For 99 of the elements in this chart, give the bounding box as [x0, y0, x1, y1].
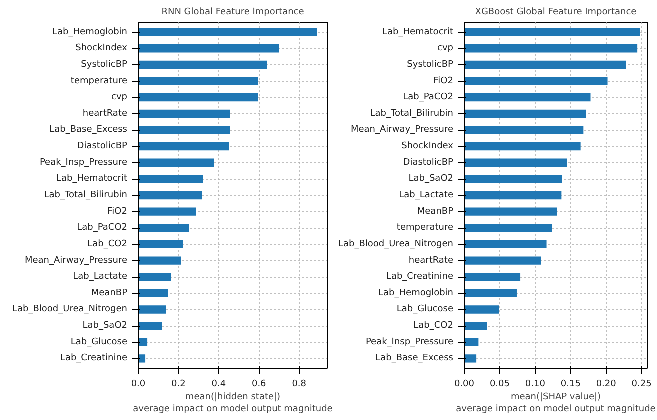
x-tick-label: 0.4 — [212, 380, 226, 390]
bar — [464, 44, 638, 53]
y-tick-label: heartRate — [408, 256, 454, 266]
y-tick-label: Lab_Blood_Urea_Nitrogen — [338, 239, 454, 250]
bar — [464, 77, 608, 86]
bar — [464, 142, 581, 151]
x-tick-label: 0.20 — [596, 380, 617, 390]
y-tick-label: Lab_Total_Bilirubin — [370, 108, 454, 119]
y-tick-label: FiO2 — [434, 76, 454, 86]
bar — [464, 256, 542, 265]
y-tick-label: Peak_Insp_Pressure — [366, 337, 454, 348]
bar — [464, 322, 488, 330]
bar — [464, 60, 626, 70]
y-tick-label: Lab_Glucose — [396, 304, 454, 315]
y-tick-label: temperature — [396, 223, 454, 234]
bar — [138, 289, 168, 298]
y-tick-label: Mean_Airway_Pressure — [350, 125, 454, 136]
y-tick-label: Lab_Creatinine — [386, 272, 454, 282]
bar — [464, 110, 586, 118]
y-tick-label: DiastolicBP — [77, 142, 128, 152]
x-tick-label: 0.8 — [292, 380, 307, 390]
bar — [138, 142, 230, 151]
bar — [464, 354, 477, 363]
bar — [138, 191, 202, 200]
x-tick-label: 0.10 — [525, 380, 546, 390]
bar — [138, 44, 280, 53]
y-tick-label: Lab_Glucose — [70, 337, 128, 348]
x-axis-title: mean(|hidden state|) average impact on model output magnitude — [133, 392, 334, 414]
x-tick-label: 0.6 — [252, 380, 267, 390]
y-tick-label: Peak_Insp_Pressure — [40, 158, 128, 168]
bar — [138, 240, 184, 249]
y-tick-label: Lab_Base_Excess — [376, 354, 454, 364]
bar — [138, 158, 214, 167]
x-tick-label: 0.15 — [560, 380, 581, 390]
y-tick-label: Lab_SaO2 — [408, 174, 454, 184]
bar — [464, 224, 552, 232]
bar — [138, 93, 258, 102]
y-tick-label: ShockIndex — [402, 142, 454, 152]
y-tick-label: MeanBP — [417, 206, 454, 217]
bar — [464, 289, 517, 298]
bar — [464, 240, 547, 249]
bar — [464, 338, 479, 346]
bar — [464, 175, 562, 184]
y-tick-label: cvp — [112, 92, 128, 103]
y-tick-label: heartRate — [82, 108, 128, 119]
y-tick-label: Lab_Base_Excess — [50, 125, 128, 136]
y-tick-label: Lab_PaCO2 — [403, 92, 454, 103]
y-tick-label: FiO2 — [108, 206, 128, 217]
bar — [138, 256, 182, 265]
bar — [138, 126, 230, 134]
y-tick-label: Lab_Blood_Urea_Nitrogen — [12, 304, 128, 315]
chart-title: RNN Global Feature Importance — [162, 8, 305, 18]
bar — [138, 77, 258, 86]
bar — [464, 28, 640, 36]
bar — [138, 224, 190, 232]
bar — [138, 273, 172, 282]
x-tick-label: 0.2 — [172, 380, 186, 390]
y-tick-label: cvp — [438, 44, 454, 54]
y-tick-label: Lab_PaCO2 — [77, 223, 128, 234]
y-tick-label: SystolicBP — [81, 60, 128, 70]
bar — [464, 273, 521, 282]
y-tick-label: Lab_Total_Bilirubin — [44, 190, 128, 200]
bar — [464, 158, 568, 167]
x-axis-title: mean(|SHAP value|) average impact on model output magnitude — [456, 392, 656, 414]
bar — [464, 93, 591, 102]
y-tick-label: Lab_Creatinine — [60, 354, 128, 364]
y-tick-label: Lab_Lactate — [73, 272, 128, 282]
bar — [138, 110, 230, 118]
y-tick-label: Lab_Hemoglobin — [378, 288, 454, 298]
y-tick-label: ShockIndex — [76, 44, 128, 54]
y-tick-label: SystolicBP — [407, 60, 454, 70]
y-tick-label: Lab_CO2 — [88, 239, 128, 250]
y-tick-label: Lab_Hematocrit — [56, 174, 128, 184]
y-tick-label: MeanBP — [91, 288, 128, 298]
y-tick-label: Lab_CO2 — [414, 321, 454, 332]
y-tick-label: DiastolicBP — [403, 158, 454, 168]
bar — [464, 306, 500, 314]
x-tick-label: 0.0 — [131, 380, 146, 390]
bar — [464, 191, 562, 200]
bar — [138, 354, 146, 363]
x-tick-label: 0.05 — [490, 380, 510, 390]
bar — [464, 126, 584, 134]
bar — [138, 338, 148, 346]
bar — [138, 28, 318, 36]
bar — [138, 60, 268, 70]
bar — [138, 208, 196, 216]
bar — [138, 306, 166, 314]
chart-title: XGBoost Global Feature Importance — [475, 8, 638, 18]
y-tick-label: Mean_Airway_Pressure — [24, 256, 128, 266]
bar — [138, 322, 162, 330]
y-tick-label: Lab_Hematocrit — [382, 27, 454, 38]
bar — [138, 175, 204, 184]
x-tick-label: 0.00 — [454, 380, 475, 390]
y-tick-label: temperature — [70, 76, 128, 86]
y-tick-label: Lab_Lactate — [399, 190, 454, 200]
y-tick-label: Lab_Hemoglobin — [52, 27, 128, 38]
y-tick-label: Lab_SaO2 — [82, 321, 128, 332]
bar — [464, 208, 558, 216]
x-tick-label: 0.25 — [632, 380, 652, 390]
